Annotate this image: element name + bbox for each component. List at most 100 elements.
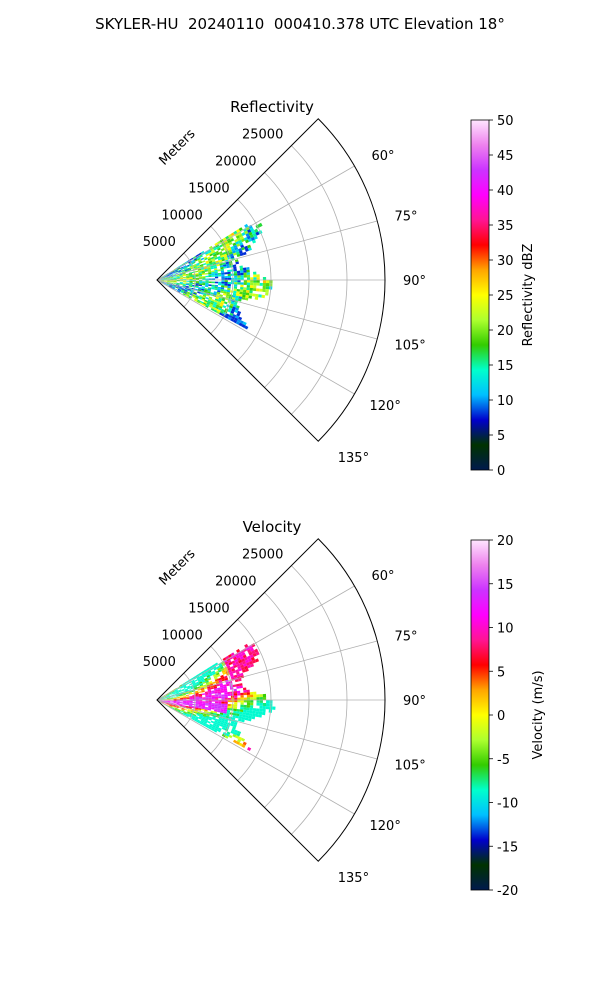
radar-gate [208, 272, 212, 275]
radar-gate [187, 709, 192, 712]
radar-gate [232, 714, 236, 718]
radar-gate [207, 686, 211, 689]
radar-gate [217, 309, 221, 313]
radar-gate [253, 282, 257, 286]
radar-gate [234, 700, 238, 703]
radar-gate [239, 265, 243, 269]
radar-gate [208, 718, 212, 721]
radar-gate [166, 274, 170, 277]
radar-gate [213, 675, 218, 679]
radar-gate [196, 713, 200, 717]
radar-gate [241, 246, 245, 251]
radar-gate [210, 710, 214, 713]
radar-gate [167, 281, 171, 282]
radar-gate [191, 259, 195, 263]
radar-gate [235, 661, 240, 665]
radar-gate [239, 242, 244, 246]
radar-gate [234, 277, 238, 280]
azimuth-tick-label: 135° [338, 451, 369, 466]
radar-gate [227, 281, 231, 285]
radar-gate [238, 316, 243, 321]
radar-gate [181, 709, 185, 712]
radar-gate [253, 271, 257, 275]
radar-gate [259, 697, 263, 700]
radar-gate [246, 277, 251, 280]
radar-gate [238, 668, 242, 672]
radar-gate [236, 313, 241, 317]
radar-gate [177, 290, 181, 293]
radar-gate [249, 691, 254, 695]
radar-gate [166, 274, 170, 277]
radar-gate [163, 695, 167, 698]
radar-gate [195, 283, 199, 285]
radar-gate [225, 313, 230, 317]
radar-gate [221, 726, 226, 731]
radar-gate [171, 690, 175, 693]
radar-gate [220, 688, 224, 692]
radar-gate [207, 670, 212, 674]
radar-gate [213, 729, 218, 733]
radar-gate [166, 701, 171, 703]
radar-gate [214, 271, 218, 274]
radar-gate [172, 692, 176, 695]
range-tick-label: 25000 [242, 128, 283, 143]
radar-gate [198, 274, 203, 277]
radar-gate [242, 660, 247, 665]
radar-gate [211, 250, 216, 254]
reflectivity-colorbar-scale [470, 119, 490, 471]
radar-gate [186, 698, 190, 700]
azimuth-tick-label: 90° [403, 274, 426, 289]
radar-gate [167, 278, 171, 280]
radar-gate [234, 697, 238, 700]
velocity-title: Velocity [243, 518, 302, 536]
radar-gate [250, 702, 254, 706]
radar-gate [198, 707, 202, 709]
radar-gate [208, 680, 213, 684]
radar-gate [217, 669, 222, 673]
radar-gate [186, 265, 191, 268]
radar-gate [188, 706, 193, 708]
radar-gate [163, 702, 167, 704]
radar-gate [211, 717, 216, 721]
radar-gate [218, 717, 223, 721]
radar-gate [195, 254, 199, 258]
radar-gate [213, 688, 218, 691]
radar-gate [204, 719, 208, 723]
radar-gate [238, 322, 243, 327]
radar-gate [173, 703, 177, 705]
radar-gate [200, 719, 205, 723]
radar-gate [182, 293, 186, 296]
radar-gate [183, 686, 188, 689]
radar-gate [196, 300, 201, 304]
radar-gate [216, 245, 220, 250]
radar-gate [247, 718, 252, 722]
radar-gate [163, 700, 168, 702]
radar-gate [179, 280, 184, 282]
colorbar-tick-label: 0 [497, 464, 505, 479]
radar-gate [233, 244, 238, 249]
radar-gate [176, 702, 180, 704]
radar-gate [181, 708, 185, 711]
radar-gate [198, 287, 202, 289]
radar-gate [180, 709, 185, 712]
radar-gate [181, 288, 185, 291]
radar-gate [204, 718, 209, 721]
radar-gate [246, 282, 251, 286]
radar-gate [160, 281, 164, 283]
radar-gate [193, 686, 198, 689]
radar-gate [235, 261, 240, 265]
radar-gate [253, 285, 257, 289]
radar-gate [182, 703, 187, 705]
radar-gate [179, 697, 184, 699]
radar-gate [166, 283, 170, 286]
radar-gate [243, 274, 247, 278]
radar-gate [171, 271, 176, 274]
radar-gate [249, 705, 254, 709]
radar-gate [195, 701, 200, 703]
radar-gate [254, 658, 260, 663]
radar-gate [217, 240, 221, 245]
radar-gate [202, 283, 206, 286]
radar-gate [163, 700, 168, 702]
radar-gate [199, 682, 203, 686]
radar-gate [246, 710, 250, 713]
